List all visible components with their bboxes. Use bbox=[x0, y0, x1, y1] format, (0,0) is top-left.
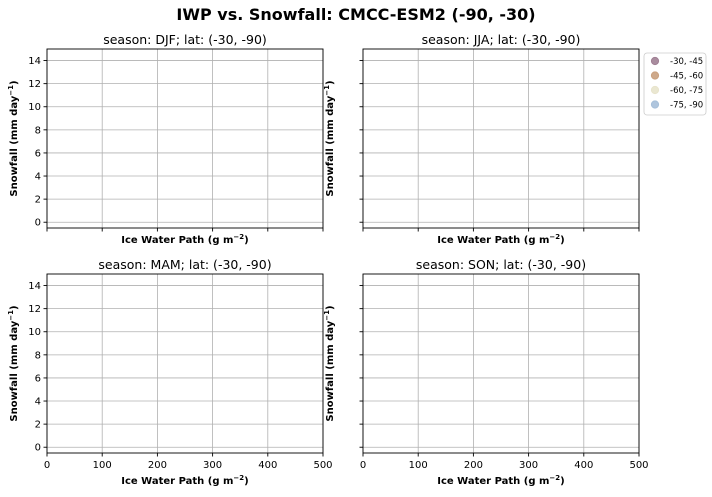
y-tick-label: 2 bbox=[35, 420, 41, 431]
x-tick-label: 0 bbox=[44, 460, 50, 471]
x-tick-label: 400 bbox=[258, 460, 277, 471]
axes-frame bbox=[362, 273, 640, 454]
subplot-grid: 0 2 4 6 8 10 12 14 season: DJF; lat: (-30, -90) I… bbox=[7, 32, 649, 487]
y-tick-label: 8 bbox=[35, 350, 41, 361]
panel-title: season: DJF; lat: (-30, -90) bbox=[103, 32, 267, 47]
x-tick-label: 100 bbox=[93, 460, 112, 471]
x-tick-label: 400 bbox=[574, 460, 593, 471]
panel-mam: 0 100 200 300 400 500 0 2 4 6 8 10 12 14 season: MAM; … bbox=[7, 257, 333, 487]
legend-marker bbox=[650, 71, 660, 80]
legend-marker bbox=[650, 56, 660, 66]
x-tick-label: 300 bbox=[519, 460, 538, 471]
figure-title: IWP vs. Snowfall: CMCC-ESM2 (-90, -30) bbox=[176, 5, 535, 24]
x-tick-label: 0 bbox=[360, 460, 366, 471]
y-tick-label: 0 bbox=[35, 443, 41, 454]
y-axis-label: Snowfall (mm day−1) bbox=[323, 305, 336, 421]
y-tick-label: 12 bbox=[28, 79, 41, 90]
y-tick-label: 6 bbox=[35, 148, 41, 159]
y-axis-label: Snowfall (mm day−1) bbox=[7, 80, 20, 196]
y-tick-label: 2 bbox=[35, 195, 41, 206]
x-tick-label: 300 bbox=[203, 460, 222, 471]
y-tick-label: 12 bbox=[28, 304, 41, 315]
panel-son: 0 100 200 300 400 500 season: SON; lat: (-30, … bbox=[323, 257, 649, 487]
legend-marker bbox=[650, 100, 660, 109]
legend-frame bbox=[643, 52, 707, 116]
legend-label: -60, -75 bbox=[670, 86, 703, 96]
y-tick-label: 6 bbox=[35, 373, 41, 384]
y-tick-label: 8 bbox=[35, 125, 41, 136]
y-tick-label: 10 bbox=[28, 102, 41, 113]
panel-title: season: SON; lat: (-30, -90) bbox=[416, 257, 586, 272]
y-tick-label: 4 bbox=[35, 397, 41, 408]
x-tick-label: 500 bbox=[629, 460, 648, 471]
x-tick-label: 200 bbox=[148, 460, 167, 471]
x-axis-label: Ice Water Path (g m−2) bbox=[121, 233, 248, 246]
x-axis-label: Ice Water Path (g m−2) bbox=[437, 474, 564, 487]
legend-marker bbox=[650, 85, 660, 95]
y-tick-label: 14 bbox=[28, 281, 41, 292]
y-tick-label: 0 bbox=[35, 218, 41, 229]
y-tick-label: 10 bbox=[28, 327, 41, 338]
x-axis-label: Ice Water Path (g m−2) bbox=[437, 233, 564, 246]
x-tick-label: 200 bbox=[464, 460, 483, 471]
y-axis-label: Snowfall (mm day−1) bbox=[7, 305, 20, 421]
y-axis-label: Snowfall (mm day−1) bbox=[323, 80, 336, 196]
axes-frame bbox=[46, 48, 324, 229]
panel-jja: season: JJA; lat: (-30, -90) Ice Water Pa… bbox=[323, 32, 640, 246]
y-tick-label: 4 bbox=[35, 172, 41, 183]
legend-label: -45, -60 bbox=[670, 72, 703, 82]
axes-frame bbox=[46, 273, 324, 454]
x-tick-label: 500 bbox=[313, 460, 332, 471]
axes-frame bbox=[362, 48, 640, 229]
x-axis-label: Ice Water Path (g m−2) bbox=[121, 474, 248, 487]
x-tick-label: 100 bbox=[409, 460, 428, 471]
panel-title: season: MAM; lat: (-30, -90) bbox=[98, 257, 271, 272]
legend-label: -75, -90 bbox=[670, 101, 703, 111]
legend-label: -30, -45 bbox=[670, 57, 703, 67]
legend: -30, -45 -45, -60 -60, -75 -75, -90 bbox=[643, 52, 707, 116]
panel-djf: 0 2 4 6 8 10 12 14 season: DJF; lat: (-30, -90) I… bbox=[7, 32, 324, 246]
y-tick-label: 14 bbox=[28, 56, 41, 67]
panel-title: season: JJA; lat: (-30, -90) bbox=[422, 32, 581, 47]
